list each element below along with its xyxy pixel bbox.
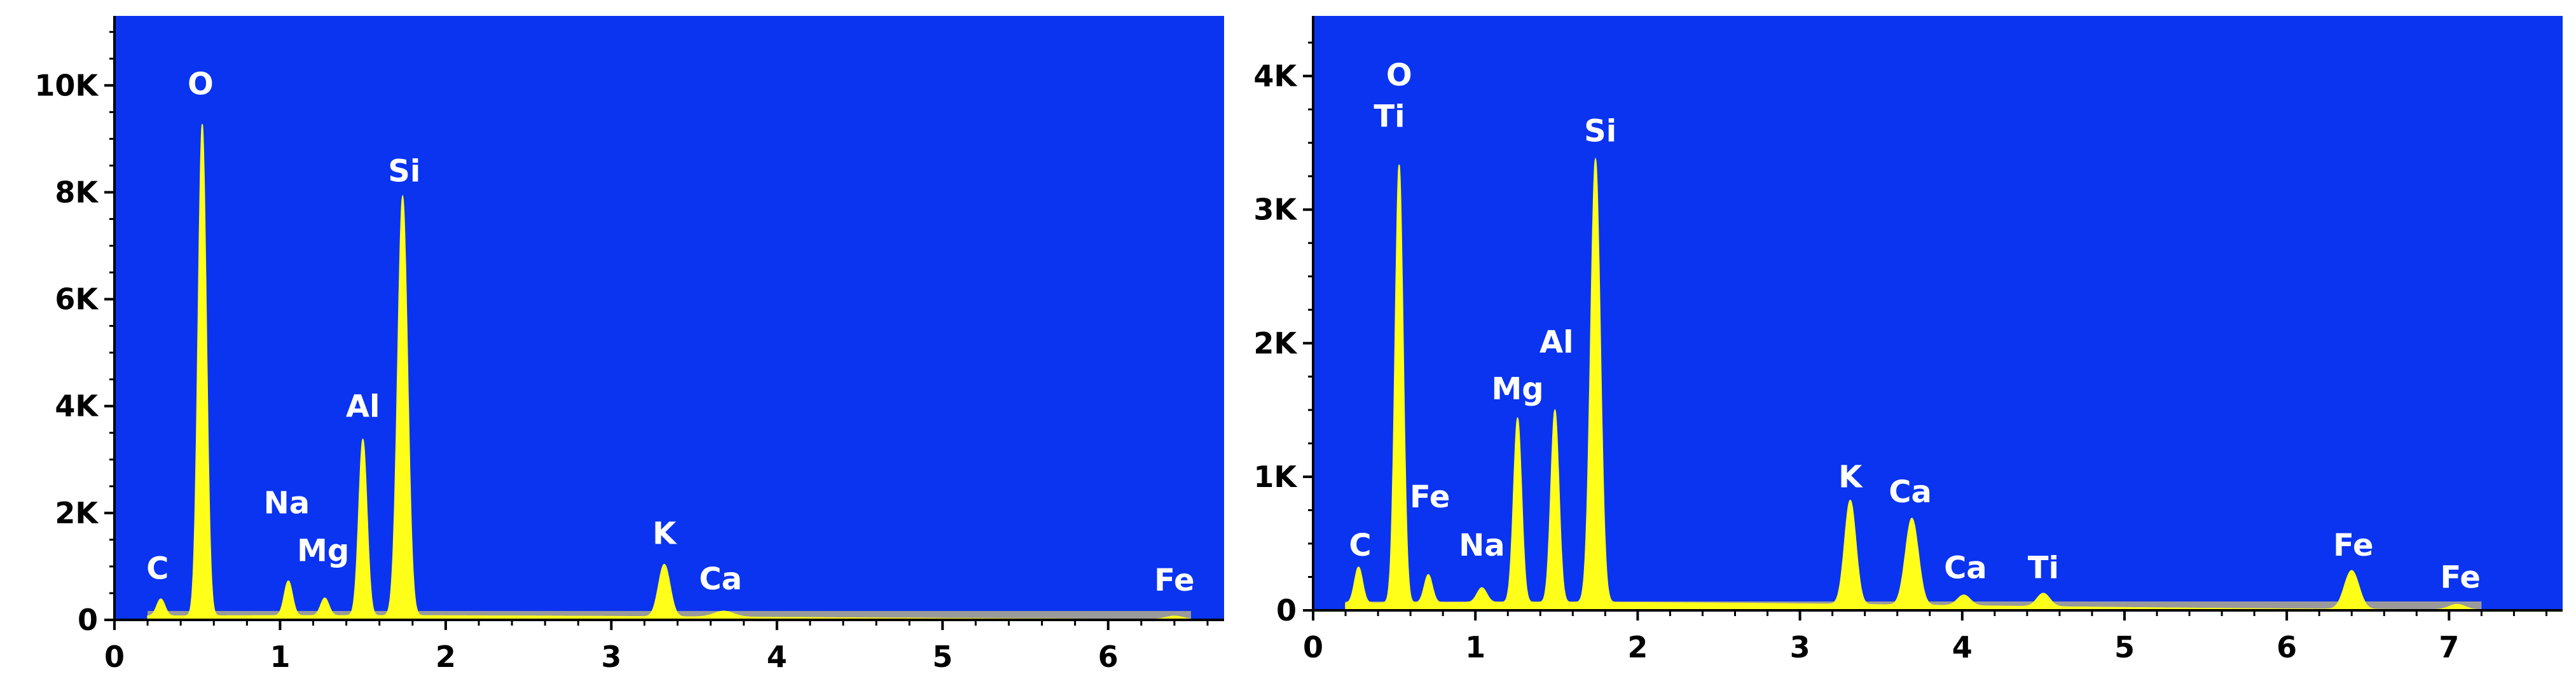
y-tick-label: 4K <box>1253 59 1298 93</box>
peak-label-ti: Ti <box>2028 551 2059 586</box>
x-tick-label: 5 <box>932 640 953 674</box>
y-tick-label: 1K <box>1253 460 1298 494</box>
y-tick-label: 4K <box>55 389 99 423</box>
y-tick-label: 10K <box>34 68 99 102</box>
peak-label-ca: Ca <box>1889 474 1932 510</box>
spectrum-panel-2: 0 1K 2K 3K 4K 0 1 2 3 4 5 6 7 O Ti Si Al Mg Fe C Na K Ca Ca Ti Fe… <box>1253 16 2563 664</box>
y-tick-label: 6K <box>55 282 99 317</box>
spectrum-area <box>1345 157 2483 611</box>
peak-label-al: Al <box>1539 324 1574 360</box>
x-tick-label: 3 <box>1790 630 1810 664</box>
x-tick-label: 5 <box>2114 630 2135 664</box>
peak-label-fe: Fe <box>1410 479 1450 515</box>
y-tick-label: 2K <box>55 496 99 530</box>
peak-label-na: Na <box>264 486 310 521</box>
x-tick-label: 0 <box>1303 630 1323 664</box>
plot-background <box>1313 16 2563 610</box>
peak-label-c: C <box>146 551 169 586</box>
y-tick-label: 8K <box>55 175 99 209</box>
plot-background <box>114 16 1224 620</box>
peak-label-mg: Mg <box>1491 371 1543 407</box>
peak-label-fe: Fe <box>2441 559 2481 595</box>
x-tick-label: 0 <box>104 640 125 674</box>
peak-label-o: O <box>1386 57 1412 93</box>
peak-label-si: Si <box>388 154 420 189</box>
x-tick-label: 1 <box>270 640 290 674</box>
x-tick-label: 2 <box>436 640 456 674</box>
peak-label-si: Si <box>1584 114 1616 149</box>
peak-label-ca: Ca <box>1944 551 1987 586</box>
spectrum-panel-1: 0 2K 4K 6K 8K 10K 0 1 2 3 4 5 6 C O Na Mg Al Si K Ca Fe <box>34 16 1224 674</box>
peak-label-fe: Fe <box>1154 563 1194 598</box>
y-tick-label: 0 <box>1276 593 1297 628</box>
x-tick-label: 7 <box>2439 630 2459 664</box>
x-tick-label: 1 <box>1465 630 1485 664</box>
y-tick-label: 2K <box>1253 326 1298 360</box>
x-tick-label: 6 <box>1098 640 1119 674</box>
peak-label-ca: Ca <box>699 561 742 597</box>
peak-label-c: C <box>1349 528 1371 563</box>
peak-label-na: Na <box>1459 528 1505 563</box>
peak-label-al: Al <box>346 389 380 425</box>
peak-label-o: O <box>188 67 214 102</box>
y-tick-label: 3K <box>1253 193 1298 227</box>
x-tick-label: 4 <box>767 640 787 674</box>
x-tick-label: 2 <box>1627 630 1648 664</box>
x-tick-label: 4 <box>1952 630 1973 664</box>
x-tick-label: 6 <box>2276 630 2297 664</box>
x-tick-label: 3 <box>601 640 621 674</box>
peak-label-k: K <box>652 516 677 552</box>
peak-label-k: K <box>1838 460 1863 495</box>
y-tick-label: 0 <box>78 603 98 637</box>
peak-label-ti: Ti <box>1374 99 1405 134</box>
peak-label-mg: Mg <box>297 533 349 569</box>
peak-label-fe: Fe <box>2333 528 2373 563</box>
